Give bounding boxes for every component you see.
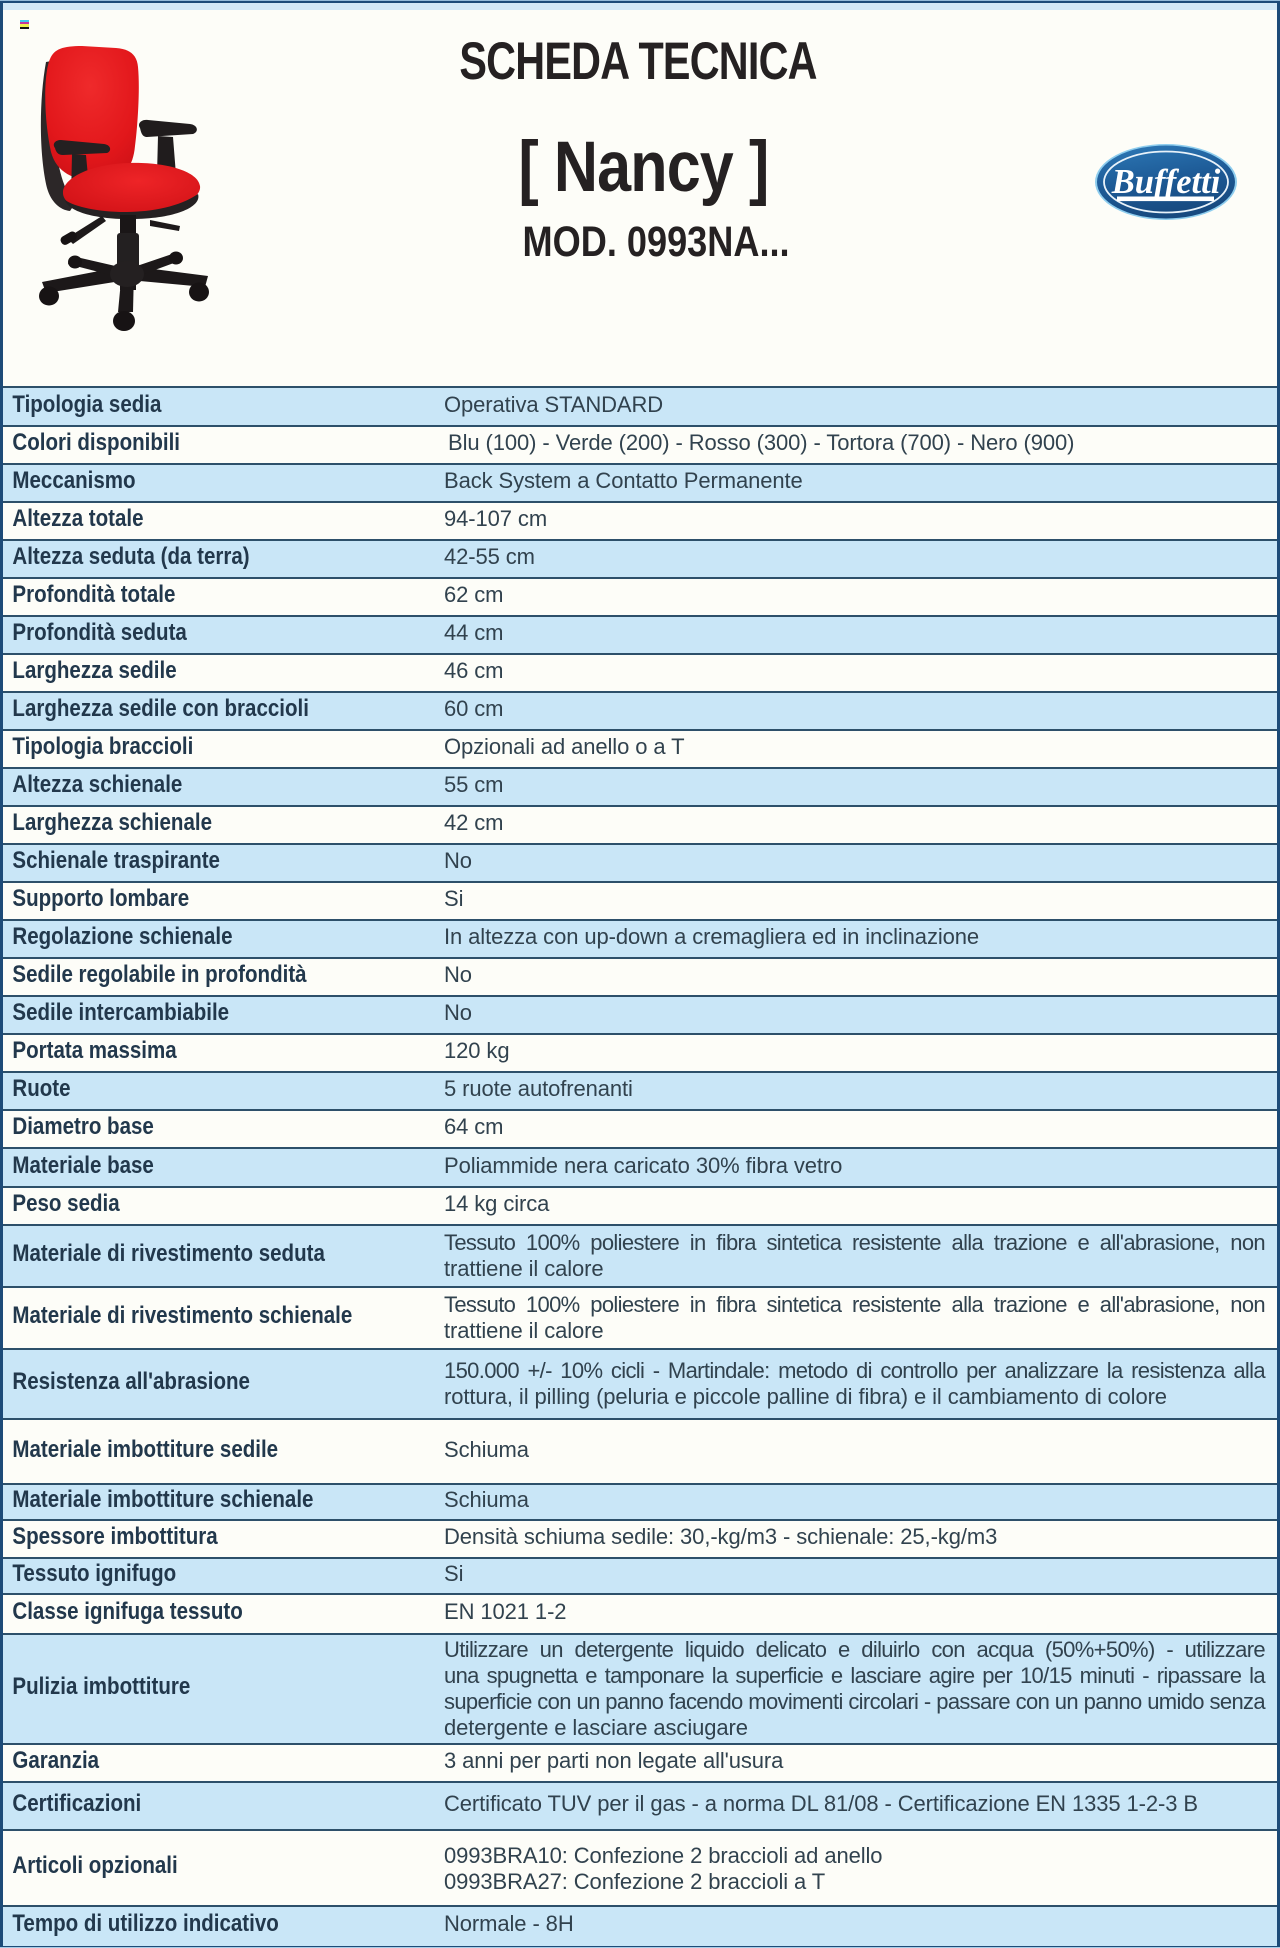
svg-text:Buffetti: Buffetti (1111, 163, 1221, 201)
